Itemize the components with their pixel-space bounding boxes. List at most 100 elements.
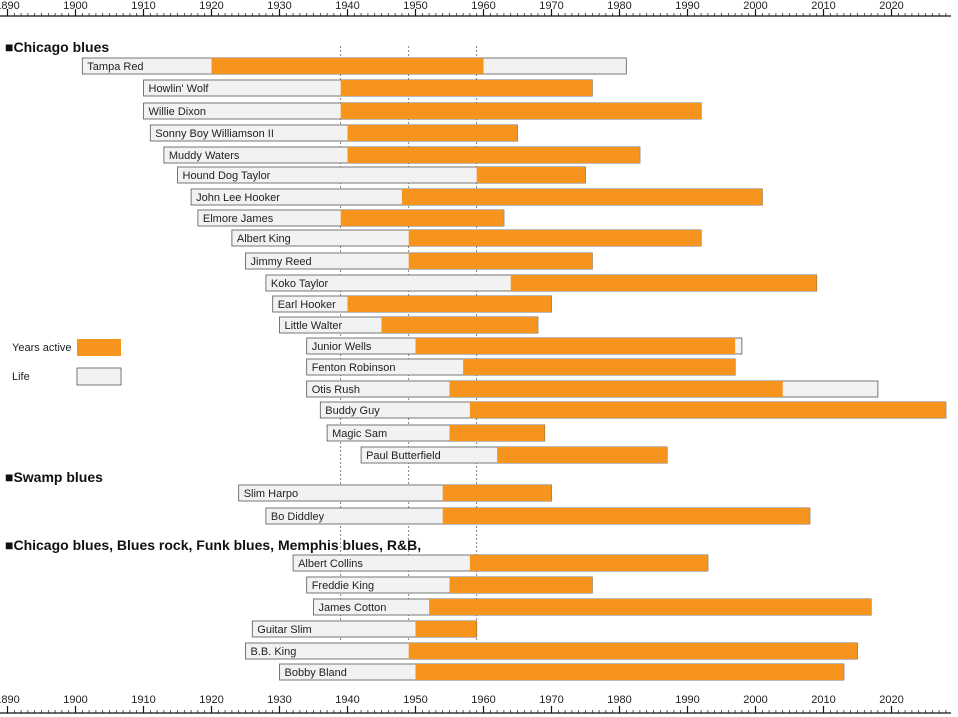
legend: Years active Life (12, 339, 122, 386)
artist-name: Sonny Boy Williamson II (155, 128, 274, 140)
artist-name: B.B. King (251, 646, 297, 658)
top-tick-label: 1970 (539, 0, 563, 12)
top-axis: 1890 1900 1910 1920 1930 1940 1950 1960 1970 1980… (0, 0, 951, 17)
artist-name: Hound Dog Taylor (183, 170, 271, 182)
top-tick-label: 2020 (879, 0, 903, 12)
section-title: ■Swamp blues (5, 469, 103, 485)
artist-row: John Lee Hooker (190, 188, 763, 206)
bottom-axis: 1890 1900 1910 1920 1930 1940 1950 1960 1970 1980… (0, 694, 951, 714)
active-bar (211, 58, 484, 74)
active-bar (340, 103, 702, 119)
active-bar (408, 253, 593, 269)
active-bar (469, 555, 708, 571)
artist-row: Hound Dog Taylor (177, 166, 586, 184)
top-tick-label: 1930 (267, 0, 291, 12)
active-bar (340, 80, 593, 96)
artist-row: Earl Hooker (272, 295, 552, 313)
section-titles: ■Chicago blues ■Swamp blues ■Chicago blues… (5, 39, 421, 553)
active-bar (449, 425, 545, 441)
bottom-tick-label: 1970 (539, 694, 563, 706)
top-tick-label: 1990 (675, 0, 699, 12)
bottom-tick-label: 1980 (607, 694, 631, 706)
artist-name: Buddy Guy (325, 405, 380, 417)
artist-row: Willie Dixon (143, 102, 702, 120)
active-bar (340, 210, 504, 226)
artist-row: Guitar Slim (251, 620, 478, 638)
active-bar (408, 643, 858, 659)
active-bar (347, 125, 518, 141)
bars: Tampa Red Howlin' Wolf Willie Dixon Sonny B… (81, 57, 947, 681)
artist-name: Howlin' Wolf (149, 83, 210, 95)
bottom-tick-label: 2020 (879, 694, 903, 706)
legend-label: Years active (12, 342, 72, 354)
artist-name: Guitar Slim (257, 624, 311, 636)
active-bar (469, 402, 946, 418)
bottom-tick-label: 1930 (267, 694, 291, 706)
active-bar (476, 167, 586, 183)
active-bar (442, 508, 810, 524)
artist-name: Koko Taylor (271, 278, 329, 290)
top-tick-label: 1900 (63, 0, 87, 12)
artist-row: B.B. King (245, 642, 858, 660)
top-tick-label: 1890 (0, 0, 20, 12)
artist-row: Elmore James (197, 209, 505, 227)
artist-row: Fenton Robinson (306, 358, 736, 376)
bottom-tick-label: 1990 (675, 694, 699, 706)
top-tick-label: 1960 (471, 0, 495, 12)
artist-name: Tampa Red (87, 61, 143, 73)
active-bar (415, 621, 477, 637)
active-bar (449, 577, 593, 593)
artist-name: Junior Wells (312, 341, 372, 353)
artist-name: Otis Rush (312, 384, 360, 396)
artist-name: Slim Harpo (244, 488, 298, 500)
bottom-tick-label: 1910 (131, 694, 155, 706)
bottom-tick-label: 1920 (199, 694, 223, 706)
artist-name: Muddy Waters (169, 150, 240, 162)
artist-row: Jimmy Reed (245, 252, 593, 270)
artist-name: Paul Butterfield (366, 450, 441, 462)
artist-row: Muddy Waters (163, 146, 641, 164)
bottom-tick-label: 1960 (471, 694, 495, 706)
artist-name: Elmore James (203, 213, 274, 225)
artist-name: Bobby Bland (285, 667, 347, 679)
artist-row: Tampa Red (81, 57, 627, 75)
artist-row: James Cotton (313, 598, 872, 616)
active-bar (415, 664, 844, 680)
artist-name: Albert King (237, 233, 291, 245)
top-tick-label: 1940 (335, 0, 359, 12)
top-tick-label: 1980 (607, 0, 631, 12)
artist-row: Junior Wells (306, 337, 743, 355)
active-bar (429, 599, 872, 615)
active-bar (510, 275, 817, 291)
bottom-tick-label: 2010 (811, 694, 835, 706)
artist-name: Bo Diddley (271, 511, 325, 523)
active-bar (463, 359, 736, 375)
artist-name: Albert Collins (298, 558, 363, 570)
artist-row: Bobby Bland (279, 663, 845, 681)
artist-name: Earl Hooker (278, 299, 336, 311)
bottom-tick-label: 1950 (403, 694, 427, 706)
active-bar (449, 381, 783, 397)
artist-row: Sonny Boy Williamson II (149, 124, 518, 142)
active-bar (497, 447, 668, 463)
top-tick-label: 2000 (743, 0, 767, 12)
artist-row: Paul Butterfield (360, 446, 668, 464)
active-bar (408, 230, 702, 246)
artist-row: Slim Harpo (238, 484, 552, 502)
section-title: ■Chicago blues, Blues rock, Funk blues, … (5, 537, 421, 553)
legend-swatch (76, 367, 122, 386)
artist-name: James Cotton (319, 602, 387, 614)
active-bar (442, 485, 552, 501)
artist-row: Buddy Guy (319, 401, 947, 419)
artist-row: Magic Sam (326, 424, 546, 442)
artist-name: Freddie King (312, 580, 374, 592)
artist-name: Little Walter (285, 320, 343, 332)
artist-row: Albert King (231, 229, 702, 247)
artist-row: Koko Taylor (265, 274, 818, 292)
artist-row: Howlin' Wolf (143, 79, 593, 97)
bottom-tick-label: 1900 (63, 694, 87, 706)
legend-label: Life (12, 371, 30, 383)
top-tick-label: 1910 (131, 0, 155, 12)
top-tick-label: 1950 (403, 0, 427, 12)
